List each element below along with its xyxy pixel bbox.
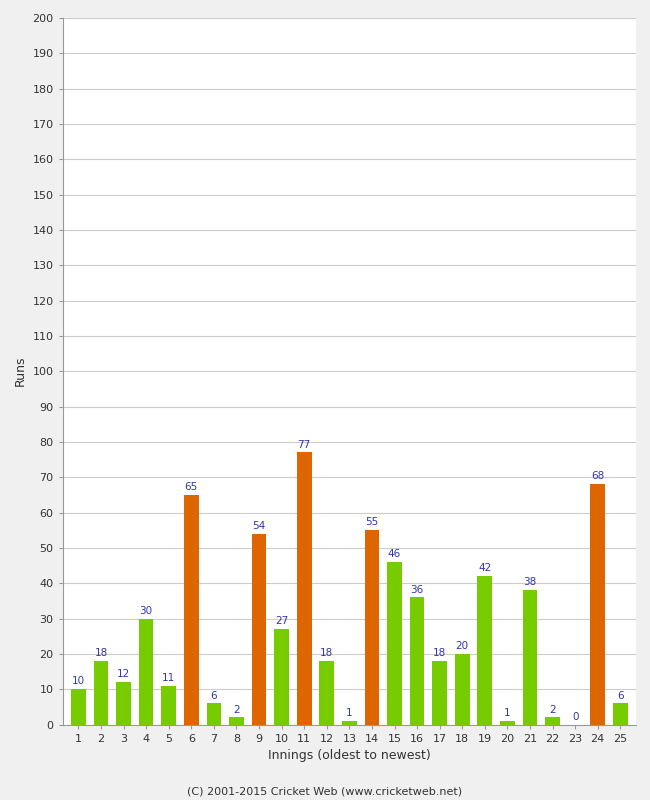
Text: 65: 65: [185, 482, 198, 492]
Text: 12: 12: [117, 670, 130, 679]
Text: 18: 18: [320, 648, 333, 658]
Text: 20: 20: [456, 641, 469, 651]
Text: 0: 0: [572, 712, 578, 722]
Bar: [342, 721, 357, 725]
Text: 18: 18: [94, 648, 108, 658]
Text: 2: 2: [549, 705, 556, 714]
Text: 42: 42: [478, 563, 491, 574]
Bar: [184, 495, 199, 725]
Text: 6: 6: [617, 690, 623, 701]
Bar: [500, 721, 515, 725]
Bar: [94, 661, 109, 725]
Bar: [523, 590, 538, 725]
Bar: [161, 686, 176, 725]
Text: 1: 1: [504, 708, 511, 718]
Text: 2: 2: [233, 705, 240, 714]
Text: 11: 11: [162, 673, 176, 683]
Bar: [319, 661, 334, 725]
Text: 77: 77: [298, 440, 311, 450]
Bar: [455, 654, 469, 725]
Text: 55: 55: [365, 518, 378, 527]
Bar: [613, 703, 628, 725]
Text: 38: 38: [523, 578, 537, 587]
Bar: [590, 484, 605, 725]
Text: 1: 1: [346, 708, 353, 718]
Bar: [274, 629, 289, 725]
Bar: [365, 530, 379, 725]
Text: 6: 6: [211, 690, 217, 701]
X-axis label: Innings (oldest to newest): Innings (oldest to newest): [268, 749, 431, 762]
Bar: [229, 718, 244, 725]
Bar: [71, 689, 86, 725]
Text: 46: 46: [388, 549, 401, 559]
Text: 30: 30: [140, 606, 153, 616]
Bar: [116, 682, 131, 725]
Bar: [252, 534, 266, 725]
Bar: [432, 661, 447, 725]
Text: 36: 36: [410, 585, 424, 594]
Bar: [387, 562, 402, 725]
Text: (C) 2001-2015 Cricket Web (www.cricketweb.net): (C) 2001-2015 Cricket Web (www.cricketwe…: [187, 786, 463, 796]
Y-axis label: Runs: Runs: [14, 356, 27, 386]
Text: 27: 27: [275, 616, 288, 626]
Bar: [478, 576, 492, 725]
Text: 54: 54: [252, 521, 266, 531]
Text: 68: 68: [591, 471, 604, 482]
Text: 18: 18: [433, 648, 447, 658]
Bar: [297, 453, 311, 725]
Bar: [410, 598, 424, 725]
Text: 10: 10: [72, 676, 85, 686]
Bar: [545, 718, 560, 725]
Bar: [207, 703, 221, 725]
Bar: [139, 618, 153, 725]
